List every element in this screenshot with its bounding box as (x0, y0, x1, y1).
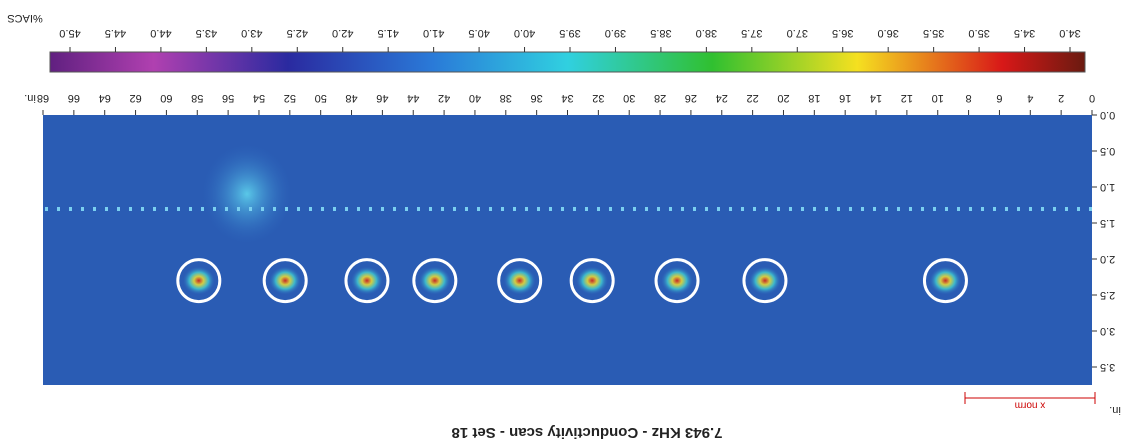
heatmap-background (43, 115, 1092, 385)
defect-signal (503, 266, 536, 295)
colorbar-tick-label: 34.5 (1014, 27, 1035, 39)
colorbar-tick-label: 37.5 (741, 27, 762, 39)
defect-signal (182, 266, 215, 295)
colorbar-tick-label: 36.5 (832, 27, 853, 39)
x-axis-label: in. (24, 92, 36, 104)
x-tick-label: 10 (932, 92, 944, 104)
colorbar-tick-label: 39.0 (605, 27, 626, 39)
defect-signal (576, 266, 609, 295)
defect-signal (418, 266, 451, 295)
x-tick-label: 18 (808, 92, 820, 104)
y-tick-label: 3.5 (1100, 361, 1115, 373)
colorbar-tick-label: 36.0 (877, 27, 898, 39)
x-tick-label: 30 (623, 92, 635, 104)
x-tick-label: 60 (160, 92, 172, 104)
x-tick-label: 56 (222, 92, 234, 104)
y-tick-label: 0.5 (1100, 145, 1115, 157)
colorbar-tick-label: 38.0 (696, 27, 717, 39)
defect-marker (344, 258, 390, 304)
colorbar-tick-label: 42.0 (332, 27, 353, 39)
colorbar-tick-label: 40.5 (468, 27, 489, 39)
defect-marker (497, 258, 543, 304)
x-tick-label: 12 (901, 92, 913, 104)
x-tick-label: 6 (996, 92, 1002, 104)
y-axis-label: in. (1109, 404, 1121, 416)
x-tick-label: 42 (438, 92, 450, 104)
chart-title: 7.943 KHz - Conductivity scan - Set 18 (452, 424, 723, 441)
x-tick-label: 52 (284, 92, 296, 104)
x-tick-label: 28 (654, 92, 666, 104)
x-tick-label: 38 (500, 92, 512, 104)
colorbar-tick-label: 41.0 (423, 27, 444, 39)
x-tick-label: 32 (592, 92, 604, 104)
x-tick-label: 62 (129, 92, 141, 104)
defect-marker (569, 258, 615, 304)
x-tick-label: 36 (531, 92, 543, 104)
x-tick-label: 46 (376, 92, 388, 104)
y-tick-label: 1.0 (1100, 181, 1115, 193)
defect-marker (176, 258, 222, 304)
colorbar-tick-label: 38.5 (650, 27, 671, 39)
x-tick-label: 22 (746, 92, 758, 104)
x-tick-label: 16 (839, 92, 851, 104)
x-tick-label: 0 (1089, 92, 1095, 104)
x-tick-label: 20 (777, 92, 789, 104)
y-tick-label: 1.5 (1100, 217, 1115, 229)
colorbar-tick-label: 44.5 (105, 27, 126, 39)
x-tick-label: 66 (68, 92, 80, 104)
defect-marker (742, 258, 788, 304)
y-tick-label: 2.5 (1100, 289, 1115, 301)
x-tick-label: 54 (253, 92, 265, 104)
defect-signal (269, 266, 302, 295)
x-tick-label: 26 (685, 92, 697, 104)
defect-signal (350, 266, 383, 295)
x-tick-label: 34 (561, 92, 573, 104)
x-tick-label: 4 (1027, 92, 1033, 104)
x-tick-label: 48 (345, 92, 357, 104)
colorbar-tick-label: 35.5 (923, 27, 944, 39)
patch (202, 144, 292, 244)
colorbar-tick-label: 43.5 (196, 27, 217, 39)
colorbar-tick-label: 45.0 (59, 27, 80, 39)
y-tick-label: 2.0 (1100, 253, 1115, 265)
colorbar-tick-label: 41.5 (377, 27, 398, 39)
defect-signal (661, 266, 694, 295)
x-tick-label: 2 (1058, 92, 1064, 104)
x-tick-label: 14 (870, 92, 882, 104)
x-tick-label: 68 (37, 92, 49, 104)
annotation: x norm (1015, 399, 1046, 410)
x-tick-label: 8 (966, 92, 972, 104)
colorbar-tick-label: 39.5 (559, 27, 580, 39)
x-tick-label: 24 (716, 92, 728, 104)
colorbar-tick-label: 40.0 (514, 27, 535, 39)
colorbar-tick-label: 35.0 (968, 27, 989, 39)
defect-marker (654, 258, 700, 304)
defect-marker (262, 258, 308, 304)
defect-marker (412, 258, 458, 304)
x-tick-label: 50 (315, 92, 327, 104)
defect-signal (748, 266, 781, 295)
x-norm: x norm (964, 392, 1096, 410)
x-tick-label: 40 (469, 92, 481, 104)
colorbar-tick-label: 44.0 (150, 27, 171, 39)
x-tick-label: 58 (191, 92, 203, 104)
y-tick-label: 3.0 (1100, 325, 1115, 337)
colorbar-tick-label: 43.0 (241, 27, 262, 39)
x-tick-label: 44 (407, 92, 419, 104)
colorbar-tick-label: 42.5 (287, 27, 308, 39)
defect-marker (922, 258, 968, 304)
defect-signal (929, 266, 962, 295)
x-tick-label: 64 (99, 92, 111, 104)
colorbar-tick-label: 34.0 (1059, 27, 1080, 39)
colorbar-label: %IACS (7, 12, 42, 24)
y-tick-label: 0.0 (1100, 109, 1115, 121)
colorbar (49, 51, 1086, 73)
colorbar-tick-label: 37.0 (787, 27, 808, 39)
